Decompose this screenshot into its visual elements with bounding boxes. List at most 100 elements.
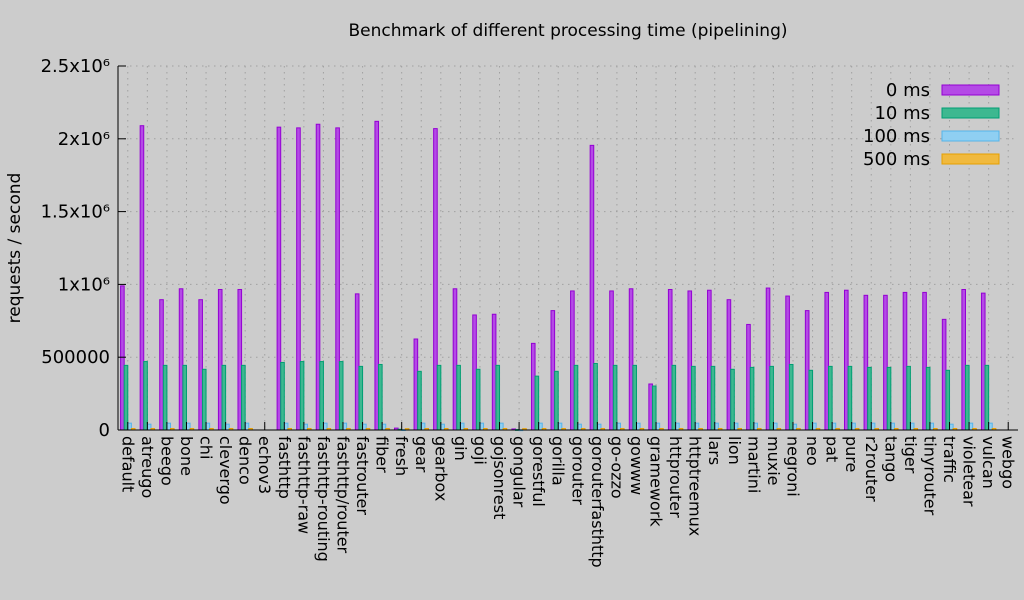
- bar-10ms-gear: [417, 370, 422, 431]
- x-tick-label: goji: [470, 436, 489, 465]
- bar-0ms-pure: [843, 289, 849, 431]
- bar-0ms-goji: [472, 314, 477, 431]
- x-tick-label: chi: [197, 436, 216, 459]
- bar-0ms-gorestful: [530, 342, 536, 431]
- bar-10ms-fiber: [378, 363, 383, 431]
- bar-100ms-fasthttp-raw: [303, 423, 308, 431]
- bar-100ms-traffic: [949, 423, 954, 431]
- bar-0ms-gearbox: [433, 128, 438, 431]
- y-tick-label: 1.5x10⁶: [41, 202, 110, 223]
- x-tick-label: atreugo: [138, 436, 157, 498]
- bar-10ms-fasthttp-router: [338, 361, 344, 431]
- bar-10ms-tinyrouter: [925, 366, 931, 431]
- x-tick-label: fasthttp: [275, 436, 294, 499]
- x-tick-label: gearbox: [431, 436, 450, 501]
- bar-10ms-tiger: [906, 365, 911, 431]
- x-tick-label: r2router: [862, 436, 881, 502]
- grid: [118, 65, 1018, 430]
- bar-0ms-negroni: [785, 295, 790, 431]
- x-tick-label: go-ozzo: [607, 436, 626, 499]
- bar-10ms-bone: [182, 364, 187, 431]
- bar-0ms-default: [120, 285, 125, 431]
- bar-0ms-gorouter: [570, 290, 575, 431]
- x-tick-label: echov3: [255, 436, 274, 494]
- y-tick-label: 2.5x10⁶: [41, 56, 110, 77]
- bar-100ms-fasthttp-routing: [322, 422, 328, 431]
- x-tick-label: tiger: [901, 436, 920, 474]
- bar-10ms-neo: [808, 369, 814, 431]
- x-tick-label: gorouter: [568, 436, 587, 505]
- bar-0ms-r2router: [863, 294, 869, 431]
- axes: [117, 65, 1018, 431]
- bar-100ms-bone: [185, 422, 191, 431]
- bar-10ms-vulcan: [984, 364, 990, 431]
- bar-0ms-clevergo: [217, 288, 223, 431]
- x-tick-label: negroni: [784, 436, 803, 497]
- x-tick-label: neo: [803, 436, 822, 466]
- bar-10ms-chi: [201, 368, 207, 431]
- bar-0ms-fasthttp-router: [335, 127, 340, 431]
- x-tick-label: gongular: [510, 436, 529, 508]
- bar-0ms-traffic: [941, 318, 947, 431]
- x-tick-label: fasthttp-raw: [294, 436, 313, 534]
- bar-100ms-neo: [812, 422, 817, 431]
- bar-10ms-martini: [749, 366, 755, 431]
- bar-0ms-muxie: [765, 287, 771, 431]
- bar-10ms-gramework: [651, 385, 657, 431]
- bar-100ms-fasthttp: [283, 422, 289, 431]
- bar-10ms-goji: [475, 368, 481, 431]
- bar-10ms-gorestful: [534, 375, 540, 431]
- bar-100ms-r2router: [870, 422, 876, 431]
- bar-10ms-beego: [162, 364, 168, 431]
- bar-10ms-httptreemux: [691, 365, 696, 431]
- bar-0ms-httprouter: [667, 288, 673, 431]
- bar-10ms-go-ozzo: [612, 364, 618, 431]
- x-tick-label: bone: [177, 436, 196, 476]
- legend-swatch: [941, 153, 1000, 165]
- bar-10ms-gowww: [632, 364, 637, 431]
- bar-100ms-tiger: [909, 422, 915, 431]
- x-tick-label: martini: [744, 436, 763, 493]
- bar-100ms-gorilla: [557, 422, 563, 431]
- bar-100ms-fastrouter: [362, 423, 367, 431]
- x-tick-label: fresh: [392, 436, 411, 476]
- bar-100ms-martini: [753, 422, 758, 431]
- bar-100ms-fiber: [381, 423, 387, 431]
- bar-100ms-denco: [244, 422, 250, 431]
- y-tick-label: 0: [99, 420, 110, 441]
- bar-0ms-gorouterfasthttp: [589, 144, 595, 431]
- bar-100ms-gramework: [655, 422, 661, 431]
- bar-0ms-gramework: [648, 383, 653, 431]
- bar-0ms-go-ozzo: [609, 290, 614, 431]
- bar-10ms-gorilla: [554, 370, 559, 431]
- y-tick-label: 500000: [41, 347, 110, 368]
- bar-100ms-atreugo: [146, 423, 152, 431]
- x-tick-label: gin: [451, 436, 470, 461]
- bar-10ms-gorouterfasthttp: [593, 362, 598, 431]
- bar-100ms-gorouter: [577, 423, 582, 431]
- bar-100ms-tinyrouter: [929, 422, 935, 431]
- bar-0ms-fasthttp-routing: [315, 123, 321, 431]
- bar-100ms-httptreemux: [694, 422, 700, 431]
- bar-100ms-gorestful: [538, 422, 543, 431]
- legend-label: 0 ms: [886, 80, 930, 101]
- x-tick-label: gorestful: [529, 436, 548, 507]
- legend-swatch: [941, 107, 1000, 119]
- x-tick-label: default: [118, 436, 137, 492]
- bar-100ms-httprouter: [675, 422, 680, 431]
- bar-10ms-lars: [710, 365, 716, 431]
- x-tick-label: vulcan: [979, 436, 998, 489]
- bar-0ms-httptreemux: [687, 290, 693, 431]
- bar-10ms-pat: [828, 365, 833, 431]
- x-tick-label: clevergo: [216, 436, 235, 505]
- bar-0ms-vulcan: [980, 292, 986, 431]
- bar-10ms-fastrouter: [358, 365, 364, 431]
- bar-100ms-go-ozzo: [616, 422, 622, 431]
- bar-0ms-pat: [824, 291, 830, 431]
- bar-0ms-beego: [159, 299, 164, 431]
- x-tick-label: gramework: [647, 436, 666, 527]
- x-tick-labels: default atreugo beego bone chi clevergo denco e…: [118, 436, 1017, 568]
- bar-100ms-goji: [479, 422, 485, 431]
- bar-100ms-beego: [166, 422, 172, 431]
